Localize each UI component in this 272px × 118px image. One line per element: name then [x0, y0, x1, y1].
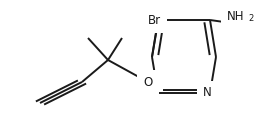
Text: N: N — [203, 86, 211, 99]
Text: 2: 2 — [248, 14, 253, 23]
Text: O: O — [143, 76, 153, 88]
Text: Br: Br — [148, 14, 161, 27]
Text: NH: NH — [227, 10, 245, 23]
